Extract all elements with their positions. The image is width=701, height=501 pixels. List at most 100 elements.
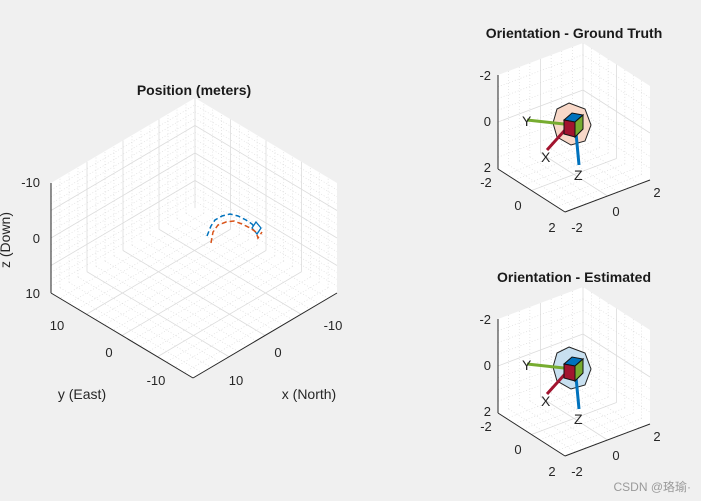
z-axis-arrow (574, 376, 581, 410)
grid-line (194, 193, 338, 280)
grid-line (50, 118, 196, 204)
grid-line (167, 223, 311, 310)
y-tick-label: -2 (480, 419, 492, 434)
grid-line (50, 173, 196, 259)
z-axis-label: z (Down) (0, 212, 13, 268)
grid-line (50, 193, 196, 280)
grid-line (50, 132, 196, 218)
y-axis-name: Y (522, 113, 532, 129)
grid-line (497, 66, 584, 99)
grid-line (194, 125, 338, 211)
x-tick-label: 0 (274, 345, 281, 360)
grid-line (50, 111, 196, 198)
grid-line (59, 287, 203, 373)
grid-line (561, 144, 629, 189)
grid-line (95, 234, 240, 320)
y-tick-label: -10 (147, 373, 166, 388)
grid-line (50, 187, 196, 273)
x-axis-name: X (541, 393, 551, 409)
grid-line (561, 388, 629, 433)
y-tick-label: -2 (480, 175, 492, 190)
grid-line (550, 148, 619, 193)
grid-line (194, 104, 338, 191)
z-tick-label: 0 (33, 231, 40, 246)
grid-line (582, 89, 651, 134)
y-tick-label: 0 (105, 345, 112, 360)
grid-line (531, 158, 617, 191)
grid-line (497, 333, 584, 367)
grid-line (582, 54, 651, 99)
z-tick-label: -2 (479, 68, 491, 83)
grid-line (50, 152, 196, 239)
x-axis-line (564, 179, 651, 213)
z-tick-label: 2 (484, 404, 491, 419)
grid-line (582, 298, 651, 343)
y-tick-label: 2 (548, 220, 555, 235)
x-axis-name: X (541, 149, 551, 165)
z-tick-label: -2 (479, 312, 491, 327)
grid-line (497, 310, 584, 343)
grid-line (194, 166, 338, 253)
z-tick-label: 0 (484, 358, 491, 373)
grid-line (497, 54, 584, 88)
grid-line (497, 321, 584, 355)
x-tick-label: 2 (653, 185, 660, 200)
grid-line (194, 132, 338, 218)
grid-line (497, 77, 584, 111)
x-axis-label: x (North) (282, 386, 336, 402)
x-tick-label: 0 (612, 448, 619, 463)
grid-line (194, 152, 338, 239)
grid-line (531, 402, 617, 435)
grid-line (582, 310, 651, 354)
grid-line (50, 125, 196, 211)
y-axis-label: y (East) (58, 386, 106, 402)
grid-line (497, 298, 584, 332)
grid-line (572, 140, 640, 185)
grid-line (50, 104, 196, 191)
y-tick-label: 0 (514, 198, 521, 213)
y-tick-label: 0 (514, 442, 521, 457)
grid-line (582, 66, 651, 110)
grid-line (497, 89, 584, 123)
grid-line (194, 111, 338, 198)
z-tick-label: 0 (484, 114, 491, 129)
x-tick-label: -2 (571, 464, 583, 479)
grid-line (158, 228, 302, 315)
grid-line (539, 163, 625, 197)
grid-line (572, 384, 640, 429)
grid-line (582, 77, 651, 122)
x-tick-label: -2 (571, 220, 583, 235)
y-axis-line (497, 412, 566, 457)
grid-line (104, 260, 248, 347)
grid-line (121, 250, 267, 336)
grid-line (140, 239, 284, 326)
grid-line (50, 138, 196, 225)
grid-line (104, 239, 249, 326)
y-tick-label: 10 (50, 318, 64, 333)
x-axis-arrow (545, 372, 567, 396)
grid-line (194, 118, 338, 204)
trajectory-marker (251, 220, 262, 236)
z-tick-label: -10 (21, 175, 40, 190)
grid-line (194, 159, 338, 246)
chart-title: Position (meters) (137, 82, 251, 98)
x-tick-label: 0 (612, 204, 619, 219)
grid-line (194, 187, 338, 273)
grid-line (77, 223, 222, 310)
grid-line (113, 255, 257, 342)
x-tick-label: -10 (324, 318, 343, 333)
y-axis-line (497, 168, 566, 213)
grid-line (50, 200, 196, 287)
grid-line (194, 173, 338, 259)
grid-line (112, 244, 258, 331)
grid-line (548, 168, 634, 202)
x-axis-line (192, 292, 338, 379)
trajectory-ground-truth (206, 213, 256, 237)
trajectory-estimated (210, 220, 263, 244)
grid-line (166, 276, 311, 363)
grid-line (548, 412, 634, 446)
grid-line (194, 200, 338, 287)
x-axis-line (564, 423, 651, 457)
grid-line (77, 276, 221, 363)
